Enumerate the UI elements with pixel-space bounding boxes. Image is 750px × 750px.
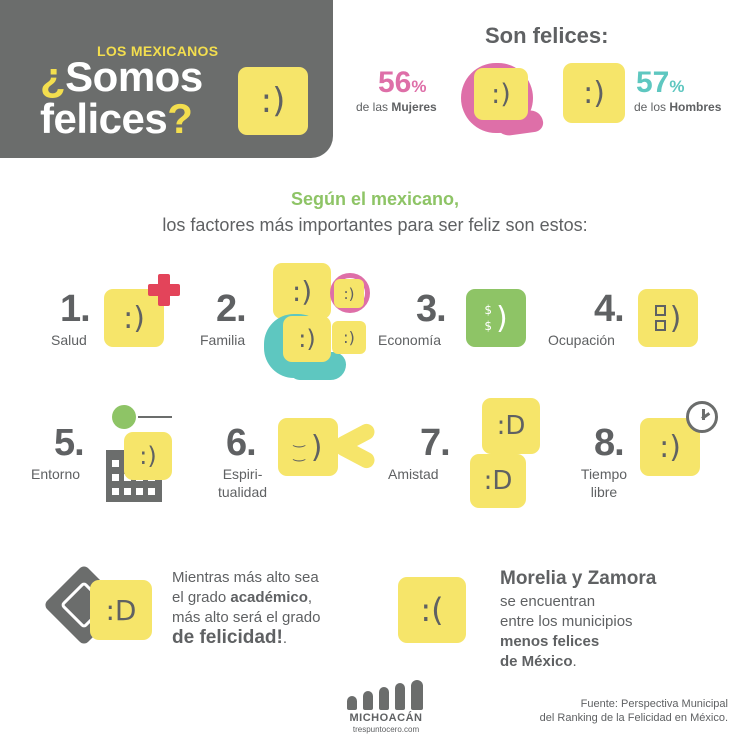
tree-line xyxy=(138,416,172,418)
education-smiley-icon: :D xyxy=(90,580,152,640)
factor-4-label: Ocupación xyxy=(548,332,615,348)
evolution-logo-icon xyxy=(345,680,427,710)
environment-smiley-icon: :) xyxy=(124,432,172,480)
intro-line1: Según el mexicano, xyxy=(290,189,460,209)
dollar-eyes-icon: $ $ xyxy=(484,303,492,333)
cities-title: Morelia y Zamora xyxy=(500,568,657,589)
education-text: Mientras más alto sea el grado académico… xyxy=(172,569,321,648)
header-kicker: LOS MEXICANOS xyxy=(97,43,219,59)
title-line1: Somos xyxy=(65,53,203,100)
source-note: Fuente: Perspectiva Municipal del Rankin… xyxy=(539,698,728,724)
factor-7-number: 7. xyxy=(420,422,451,464)
factor-2-number: 2. xyxy=(216,288,247,330)
friend-2-smiley-icon: :D xyxy=(470,454,526,508)
spirituality-smiley-icon: ‿ ‿) xyxy=(278,418,338,476)
factor-1-number: 1. xyxy=(60,288,91,330)
intro-line2: los factores más importantes para ser fe… xyxy=(162,215,588,235)
family-sibling-smiley-icon: :) xyxy=(332,321,366,354)
clock-icon xyxy=(686,401,718,433)
logo-site: trespuntocero.com xyxy=(352,725,420,734)
money-smiley-icon: $ $) xyxy=(466,289,526,347)
factor-5-label: Entorno xyxy=(31,466,81,482)
title-question-close: ? xyxy=(167,95,193,142)
cities-text: se encuentran entre los municipios menos… xyxy=(500,593,633,670)
glasses-icon xyxy=(654,305,666,331)
women-smiley-icon: :) xyxy=(474,68,528,120)
title-line2: felices xyxy=(40,95,168,142)
women-label: de las Mujeres xyxy=(356,100,437,114)
factor-6-label: Espiri-tualidad xyxy=(218,466,268,500)
health-smiley-icon: :) xyxy=(104,289,164,347)
women-percentage: 56% xyxy=(378,66,427,99)
factor-1-label: Salud xyxy=(51,332,87,348)
work-smiley-icon: ) xyxy=(638,289,698,347)
factor-6-number: 6. xyxy=(226,422,257,464)
factor-3-label: Economía xyxy=(378,332,442,348)
men-label: de los Hombres xyxy=(634,100,722,114)
tree-icon xyxy=(112,405,136,429)
title-question-open: ¿ xyxy=(40,53,66,100)
sad-smiley-icon: :( xyxy=(398,577,466,643)
factor-2-label: Familia xyxy=(200,332,246,348)
factor-5-number: 5. xyxy=(54,422,85,464)
factor-7-label: Amistad xyxy=(388,466,439,482)
factor-4-number: 4. xyxy=(594,288,625,330)
closed-eyes-icon: ‿ ‿ xyxy=(293,432,305,462)
family-mother-smiley-icon: :) xyxy=(334,279,364,308)
stats-heading: Son felices: xyxy=(485,23,609,48)
family-father-smiley-icon: :) xyxy=(273,263,331,319)
free-time-smiley-icon: :) xyxy=(640,418,700,476)
page-title: ¿Somos felices? xyxy=(40,56,203,140)
factor-8-label: Tiempo libre xyxy=(580,466,628,500)
logo-name: MICHOACÁN xyxy=(349,712,423,724)
factor-8-number: 8. xyxy=(594,422,625,464)
health-cross-bar xyxy=(148,284,180,296)
family-mother-hair xyxy=(330,273,370,313)
men-percentage: 57% xyxy=(636,66,685,99)
men-smiley-icon: :) xyxy=(563,63,625,123)
header-smiley-icon: :) xyxy=(238,67,308,135)
factor-3-number: 3. xyxy=(416,288,447,330)
family-child-smiley-icon: :) xyxy=(283,316,331,362)
friend-1-smiley-icon: :D xyxy=(482,398,540,454)
